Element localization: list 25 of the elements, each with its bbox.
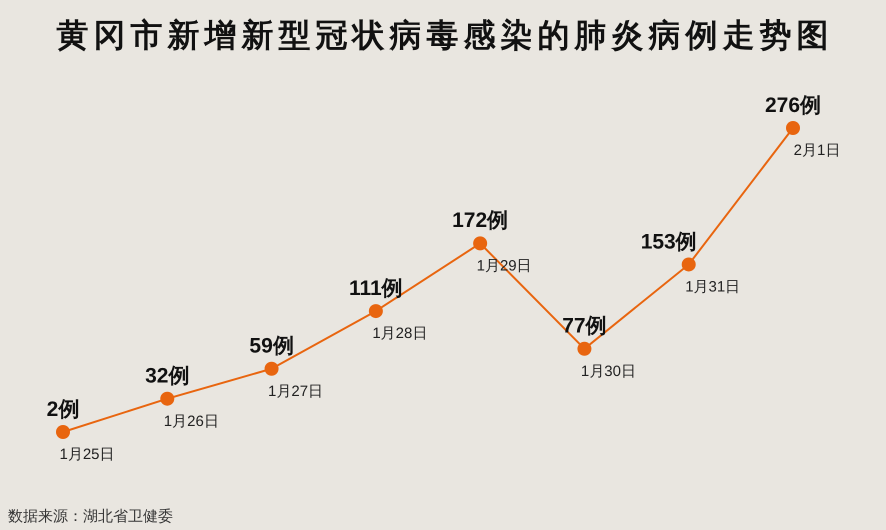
point bbox=[160, 392, 174, 406]
source-note: 数据来源：湖北省卫健委 bbox=[8, 508, 173, 526]
point bbox=[577, 342, 592, 356]
data-label: 276例 bbox=[764, 94, 822, 117]
data-label: 59例 bbox=[249, 334, 294, 358]
point bbox=[264, 362, 279, 376]
chart-title: 黄冈市新增新型冠状病毒感染的肺炎病例走势图 bbox=[56, 16, 834, 53]
x-tick-label: 1月28日 bbox=[372, 325, 428, 342]
point bbox=[786, 121, 800, 135]
point bbox=[56, 425, 70, 439]
data-label: 77例 bbox=[562, 314, 607, 338]
x-tick-label: 1月31日 bbox=[685, 278, 740, 296]
data-label: 32例 bbox=[145, 364, 190, 388]
data-label: 172例 bbox=[452, 209, 508, 232]
data-label: 2例 bbox=[46, 398, 80, 421]
point bbox=[682, 257, 696, 272]
data-label: 111例 bbox=[348, 276, 403, 300]
point bbox=[368, 304, 383, 318]
x-tick-label: 1月25日 bbox=[59, 446, 115, 464]
data-label: 153例 bbox=[640, 230, 697, 254]
x-tick-label: 1月30日 bbox=[580, 362, 636, 380]
x-tick-label: 2月1日 bbox=[794, 142, 840, 160]
point bbox=[473, 236, 488, 250]
x-tick-label: 1月26日 bbox=[164, 412, 219, 430]
x-tick-label: 1月27日 bbox=[268, 382, 324, 400]
